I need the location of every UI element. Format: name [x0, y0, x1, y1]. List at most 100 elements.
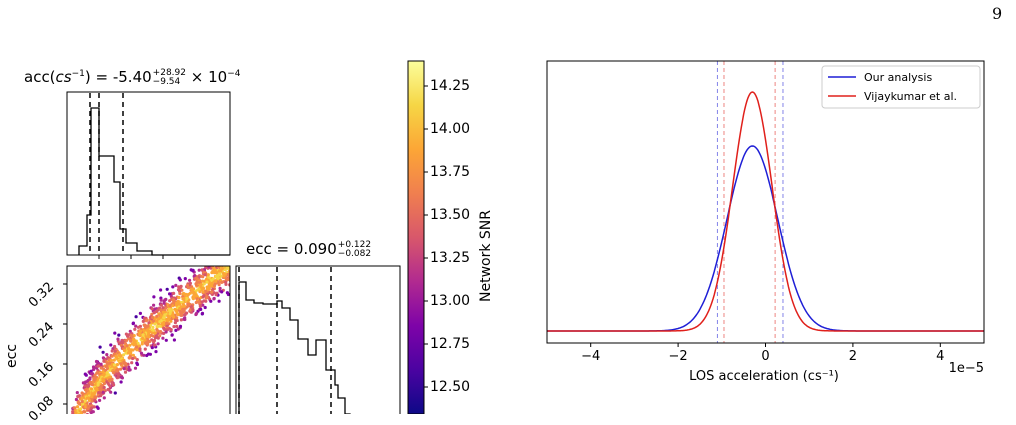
scatter-point	[126, 334, 130, 338]
scatter-point	[209, 299, 213, 303]
scatter-point	[189, 287, 194, 291]
scatter-point	[85, 396, 89, 400]
scatter-point	[194, 300, 198, 305]
scatter-point	[226, 292, 230, 297]
scatter-point	[74, 397, 78, 402]
scatter-point	[93, 398, 97, 402]
scatter-point	[179, 318, 183, 322]
scatter-point	[140, 336, 145, 340]
scatter-point	[144, 319, 148, 323]
scatter-point	[93, 391, 97, 395]
scatter-point	[141, 333, 145, 337]
scatter-point	[144, 335, 148, 339]
scatter-point	[168, 292, 172, 296]
scatter-point	[77, 401, 81, 405]
scatter-point	[165, 321, 169, 325]
scatter-point	[128, 368, 132, 372]
scatter-point	[133, 366, 138, 370]
figure-canvas: −4 −2 0 2 4 LOS acceleration (cs⁻¹) 1e−5 Our…	[63, 60, 985, 414]
scatter-point	[217, 257, 220, 260]
scatter-point	[156, 342, 160, 346]
scatter-point	[80, 396, 84, 400]
scatter-point	[228, 257, 231, 260]
scatter-point	[211, 287, 215, 291]
scatter-point	[96, 406, 100, 410]
scatter-point	[169, 328, 173, 332]
scatter-point	[84, 373, 88, 377]
scatter-point	[224, 251, 227, 254]
scatter-point	[142, 353, 146, 357]
scatter-points	[71, 251, 233, 414]
scatter-point	[201, 279, 205, 283]
scatter-point	[97, 391, 101, 395]
x-tick-label: 4	[936, 349, 944, 364]
acc-ecc-scatter-panel	[63, 251, 233, 414]
scatter-point	[153, 343, 157, 347]
scatter-point	[161, 310, 165, 314]
scatter-point	[213, 279, 218, 283]
scatter-point	[195, 296, 199, 300]
scatter-point	[150, 346, 154, 350]
scatter-point	[204, 299, 208, 303]
scatter-point	[159, 330, 163, 334]
scatter-frame	[66, 265, 231, 414]
scatter-point	[130, 361, 134, 365]
scatter-point	[202, 294, 206, 298]
scatter-point	[148, 352, 152, 356]
scatter-point	[216, 276, 220, 280]
scatter-point	[131, 356, 135, 361]
scatter-point	[175, 318, 179, 323]
scatter-point	[228, 258, 231, 261]
scatter-point	[102, 396, 106, 400]
scatter-point	[203, 305, 207, 310]
scatter-point	[158, 320, 162, 324]
legend-box	[821, 65, 981, 109]
x-tick-label: −4	[581, 349, 600, 364]
scatter-point	[90, 383, 95, 387]
scatter-point	[198, 303, 202, 308]
scatter-point	[186, 302, 190, 306]
scatter-point	[87, 398, 91, 402]
scatter-point	[161, 306, 165, 310]
scatter-point	[162, 299, 166, 303]
scatter-point	[76, 405, 80, 409]
scatter-point	[212, 284, 217, 288]
scatter-point	[164, 338, 168, 342]
scatter-point	[129, 334, 133, 338]
scatter-point	[173, 321, 177, 325]
scatter-point	[170, 333, 174, 337]
scatter-point	[185, 283, 190, 287]
scatter-point	[159, 303, 163, 307]
scatter-point	[175, 324, 179, 328]
scatter-point	[134, 345, 139, 349]
scatter-point	[213, 257, 216, 260]
scatter-point	[192, 291, 196, 295]
scatter-point	[230, 263, 233, 266]
legend-label-our-analysis: Our analysis	[864, 71, 932, 84]
scatter-point	[154, 350, 158, 354]
scatter-point	[74, 411, 78, 414]
ecc-axis-label: ecc	[4, 343, 20, 368]
scatter-point	[181, 297, 185, 301]
scatter-point	[221, 256, 224, 259]
scatter-point	[119, 375, 123, 379]
scatter-point	[212, 296, 216, 301]
scatter-point	[91, 365, 96, 369]
scatter-point	[210, 271, 214, 275]
colorbar-ticks	[424, 85, 428, 388]
scatter-point	[151, 325, 155, 329]
scatter-point	[119, 362, 123, 366]
scatter-point	[183, 277, 187, 281]
scatter-point	[151, 319, 156, 323]
scatter-point	[153, 336, 158, 340]
scatter-point	[214, 251, 217, 254]
scatter-point	[144, 341, 148, 345]
scatter-point	[77, 394, 81, 398]
scatter-point	[138, 311, 142, 315]
scatter-point	[110, 377, 114, 381]
scatter-point	[206, 261, 209, 264]
scatter-point	[127, 365, 131, 369]
scatter-point	[195, 280, 199, 285]
scatter-point	[217, 266, 221, 269]
scatter-point	[202, 282, 206, 286]
